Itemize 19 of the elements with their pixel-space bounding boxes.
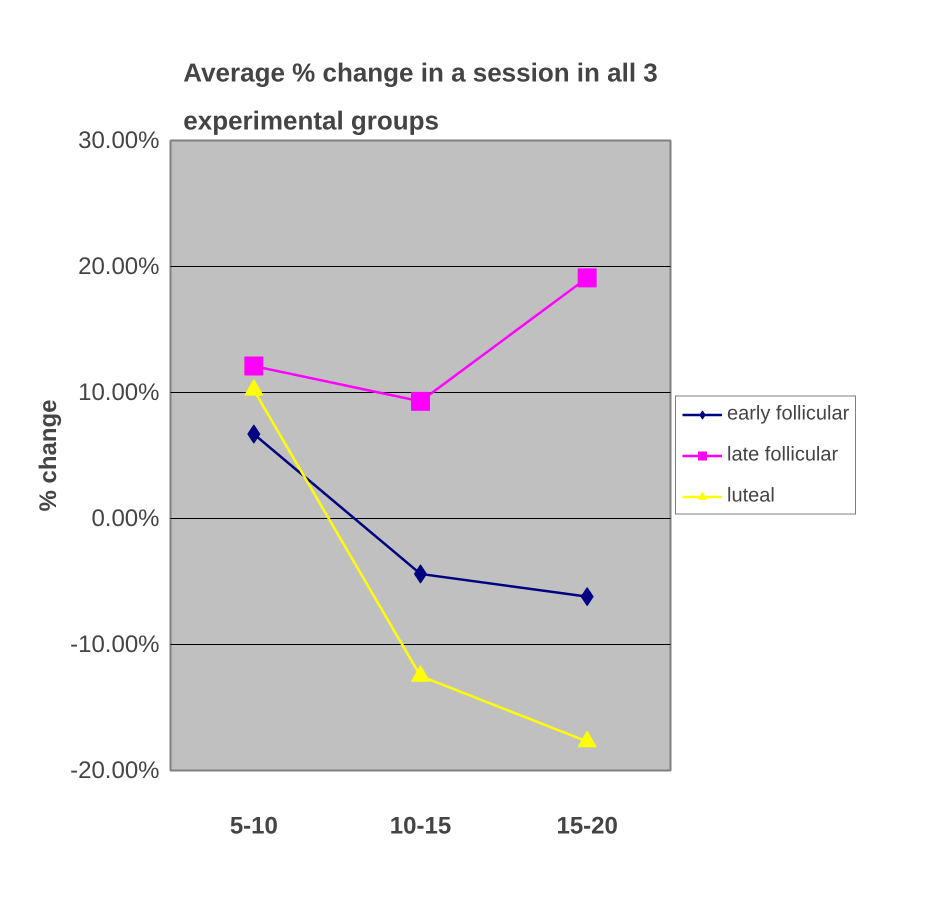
y-tick-label: -20.00% xyxy=(70,757,160,784)
point xyxy=(578,268,597,288)
y-tick-label: 10.00% xyxy=(78,379,160,406)
y-tick-label: -10.00% xyxy=(70,631,160,658)
x-tick-label: 10-15 xyxy=(390,812,452,840)
y-tick-label: 20.00% xyxy=(78,253,160,280)
legend-label: late follicular xyxy=(727,444,838,466)
point xyxy=(411,392,430,411)
point xyxy=(578,730,597,748)
y-axis-title: % change xyxy=(35,399,62,512)
point xyxy=(244,356,264,376)
x-tick-label: 5-10 xyxy=(230,812,278,840)
chart-title: Average % change in a session in all 3 experimental groups xyxy=(183,58,658,136)
legend-label: early follicular xyxy=(727,402,850,426)
legend-label: luteal xyxy=(727,484,775,508)
x-tick-label: 15-20 xyxy=(556,812,618,840)
y-tick-label: 0.00% xyxy=(91,505,160,532)
y-tick-label: 30.00% xyxy=(78,127,160,154)
point xyxy=(411,665,430,682)
